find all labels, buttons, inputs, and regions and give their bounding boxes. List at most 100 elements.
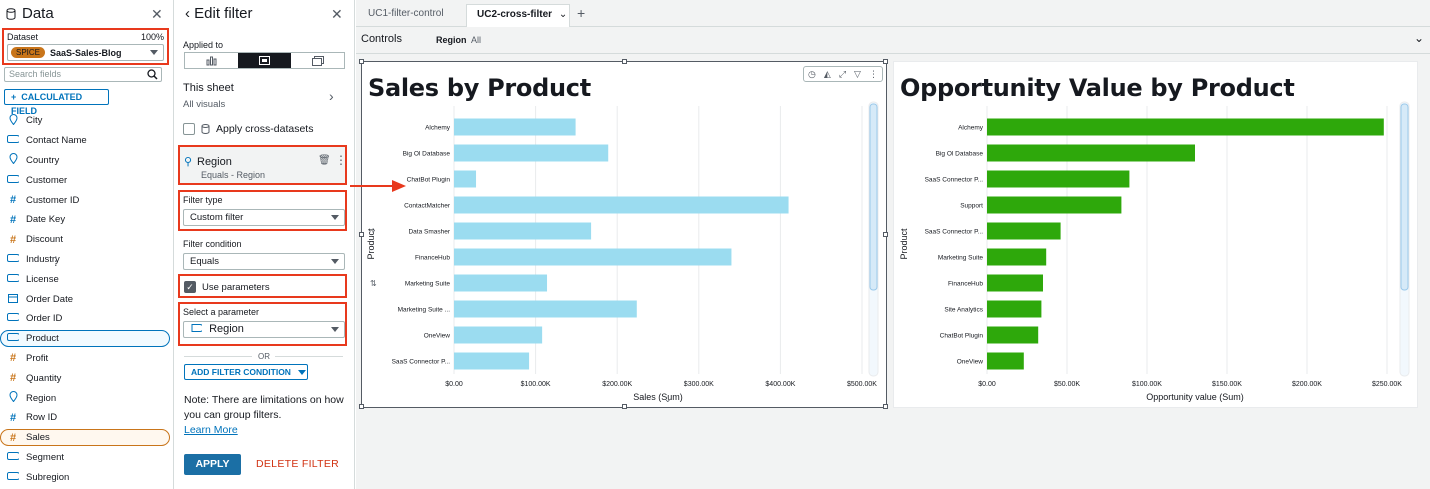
resize-handle[interactable] — [359, 59, 364, 64]
field-item[interactable]: Contact Name — [0, 131, 174, 151]
dataset-percent: 100% — [140, 32, 164, 42]
y-category-label: Data Smasher — [408, 229, 450, 236]
bar — [987, 248, 1047, 266]
field-item[interactable]: Country — [0, 151, 174, 171]
region-filter-card[interactable] — [178, 145, 347, 185]
clock-icon[interactable]: ◷ — [808, 68, 816, 79]
filter-type-select[interactable]: Custom filter — [183, 209, 345, 226]
add-calculated-field-button[interactable]: + CALCULATED FIELD — [4, 89, 109, 116]
resize-handle[interactable] — [622, 59, 627, 64]
annotation-arrow — [350, 180, 406, 192]
string-icon — [6, 451, 21, 463]
tab-uc1-filter-control[interactable]: UC1-filter-control — [368, 8, 444, 19]
field-name: Country — [26, 154, 60, 166]
location-icon — [6, 391, 20, 405]
field-item[interactable]: License — [0, 269, 174, 289]
parameter-select[interactable]: Region — [183, 321, 345, 338]
region-control-label[interactable]: Region — [436, 35, 467, 45]
chevron-down-icon[interactable]: ⌄ — [558, 9, 568, 20]
opportunity-value-visual[interactable]: Opportunity Value by Product $0.00 $50.00… — [893, 61, 1418, 408]
sheet-icon — [259, 56, 270, 65]
sort-icon[interactable]: ⇅ — [370, 279, 377, 288]
search-icon — [147, 69, 158, 80]
database-icon — [201, 124, 210, 134]
data-panel-title: Data — [6, 5, 54, 22]
bar — [987, 144, 1195, 162]
visual-title: Sales by Product — [368, 74, 591, 102]
use-parameters[interactable]: ✓ Use parameters — [184, 281, 270, 293]
edit-filter-title: Edit filter — [194, 5, 253, 22]
field-item[interactable]: Order Date — [0, 289, 174, 309]
field-item[interactable]: Customer — [0, 170, 174, 190]
sales-by-product-visual[interactable]: Sales by Product ◷ ◭ ⤢ ▽ ⋮ $0.00 $100.00K… — [359, 59, 888, 409]
tab-uc2-cross-filter[interactable]: UC2-cross-filter ⌄ — [466, 4, 570, 27]
resize-handle[interactable] — [622, 404, 627, 409]
resize-handle[interactable] — [883, 59, 888, 64]
more-options-icon[interactable]: ⋮ — [868, 68, 878, 79]
resize-handle[interactable] — [883, 404, 888, 409]
add-filter-condition-button[interactable]: ADD FILTER CONDITION — [184, 364, 308, 380]
field-item[interactable]: # Date Key — [0, 210, 174, 230]
field-item[interactable]: Product — [0, 329, 174, 349]
x-tick-label: $400.00K — [765, 381, 795, 388]
dataset-select[interactable]: SPICE SaaS-Sales-Blog — [7, 44, 164, 61]
learn-more-link[interactable]: Learn More — [184, 424, 238, 436]
search-fields-input[interactable]: Search fields — [4, 67, 162, 82]
resize-handle[interactable] — [359, 404, 364, 409]
field-item[interactable]: Region — [0, 388, 174, 408]
more-options-icon[interactable]: ⋮ — [49, 254, 62, 269]
field-item[interactable]: # Quantity — [0, 368, 174, 388]
field-item[interactable]: Subregion — [0, 467, 174, 487]
chevron-right-icon[interactable]: › — [329, 88, 334, 104]
bar — [454, 326, 543, 344]
resize-handle[interactable] — [883, 232, 888, 237]
field-name: Discount — [26, 234, 63, 246]
region-control-value[interactable]: All — [471, 35, 482, 45]
field-item[interactable]: # Sales — [0, 428, 174, 448]
bar — [987, 170, 1130, 188]
y-category-label: Big Ol Database — [403, 151, 451, 158]
field-item[interactable]: # Profit — [0, 349, 174, 369]
apply-button[interactable]: APPLY — [184, 454, 241, 475]
use-parameters-checkbox[interactable]: ✓ — [184, 281, 196, 293]
more-options-icon[interactable]: ⋮ — [335, 153, 347, 167]
field-item[interactable]: # Customer ID — [0, 190, 174, 210]
field-item[interactable]: Industry ⋮ — [0, 250, 174, 270]
single-visual-option[interactable] — [185, 53, 238, 68]
y-category-label: SaaS Connector P... — [925, 177, 984, 184]
data-panel: Data ✕ Dataset 100% SPICE SaaS-Sales-Blo… — [0, 0, 174, 489]
chevron-down-icon[interactable]: ⌄ — [664, 394, 672, 404]
filter-condition-select[interactable]: Equals — [183, 253, 345, 270]
add-sheet-icon[interactable]: + — [577, 5, 586, 21]
resize-handle[interactable] — [359, 232, 364, 237]
forecast-icon[interactable]: ◭ — [823, 68, 831, 79]
all-sheets-option[interactable] — [291, 53, 344, 68]
back-chevron-icon[interactable]: ‹ — [185, 5, 195, 22]
x-tick-label: $100.00K — [521, 381, 551, 388]
cross-datasets-checkbox[interactable] — [183, 123, 195, 135]
chevron-right-icon[interactable]: › — [372, 225, 375, 236]
calculated-field-label: CALCULATED FIELD — [11, 92, 83, 116]
sheet-option[interactable] — [238, 53, 291, 68]
chevron-down-icon[interactable]: ⌄ — [1413, 31, 1424, 45]
filter-icon[interactable]: ▽ — [854, 68, 861, 79]
field-item[interactable]: Segment — [0, 448, 174, 468]
delete-filter-button[interactable]: DELETE FILTER — [256, 458, 340, 470]
expand-icon[interactable]: ⤢ — [838, 68, 847, 79]
close-icon[interactable]: ✕ — [151, 6, 163, 22]
y-axis-title: Product — [366, 228, 376, 260]
apply-cross-datasets[interactable]: Apply cross-datasets — [183, 123, 313, 135]
bar — [454, 248, 732, 266]
data-title-text: Data — [22, 5, 54, 22]
close-icon[interactable]: ✕ — [331, 6, 343, 22]
y-category-label: ChatBot Plugin — [407, 177, 451, 184]
bar — [987, 222, 1061, 240]
trash-icon[interactable]: 🗑 — [318, 155, 331, 166]
filter-condition-value: Equals — [190, 256, 220, 267]
field-item[interactable]: # Discount — [0, 230, 174, 250]
string-icon — [6, 333, 21, 344]
field-item[interactable]: Order ID — [0, 309, 174, 329]
location-icon — [6, 113, 20, 128]
field-item[interactable]: # Row ID — [0, 408, 174, 428]
field-item[interactable]: City — [0, 111, 174, 131]
